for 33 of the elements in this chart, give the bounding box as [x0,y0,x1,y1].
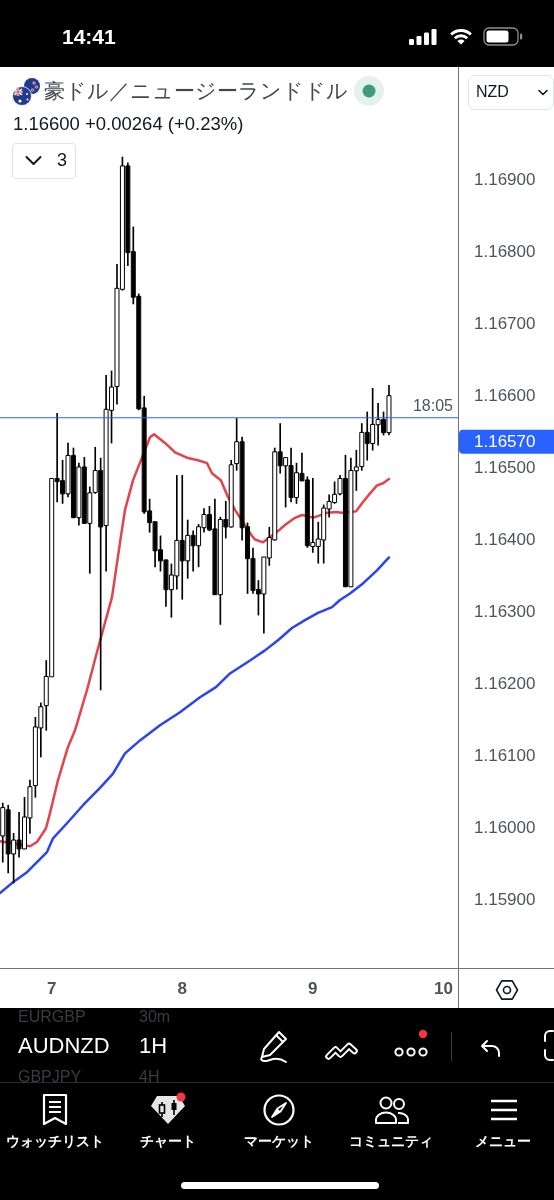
text: 4H [139,1067,160,1086]
text: NZD [476,82,509,101]
text: 30m [139,1007,171,1026]
y-tick-label: 1.16700 [474,313,536,333]
y-tick-label: 1.16200 [474,673,536,693]
text: 14:41 [62,24,116,49]
annotation: 18:05 [412,397,454,415]
y-tick-label: 1.16900 [474,169,536,189]
x-tick-label: 7 [46,978,57,998]
y-tick-label: 1.16500 [474,457,536,477]
annotation: 3 [57,149,68,171]
text: GBPJPY [18,1067,82,1086]
y-tick-label: 1.16100 [474,745,536,765]
y-tick-label: 1.16600 [474,385,536,405]
text: マーケット [244,1133,314,1150]
text: チャート [140,1133,196,1150]
y-tick-label: 1.16300 [474,601,536,621]
x-tick-label: 10 [433,978,453,998]
text: コミュニティ [349,1133,433,1150]
text: EURGBP [18,1007,86,1026]
y-tick-label: 1.16400 [474,529,536,549]
text: 豪ドル／ニュージーランドドル [44,79,348,104]
x-tick-label: 8 [177,978,187,998]
y-tick-label: 1.16000 [474,817,536,837]
text: メニュー [475,1133,531,1150]
y-tick-label: 1.15900 [474,889,536,909]
text: AUDNZD [18,1033,110,1059]
text: ウォッチリスト [6,1133,104,1150]
ref-line-label: 1.16570 [474,431,536,451]
y-tick-label: 1.16800 [474,241,536,261]
text: 1.16600 +0.00264 (+0.23%) [13,113,244,135]
x-tick-label: 9 [308,978,318,998]
text: 1H [139,1033,168,1059]
